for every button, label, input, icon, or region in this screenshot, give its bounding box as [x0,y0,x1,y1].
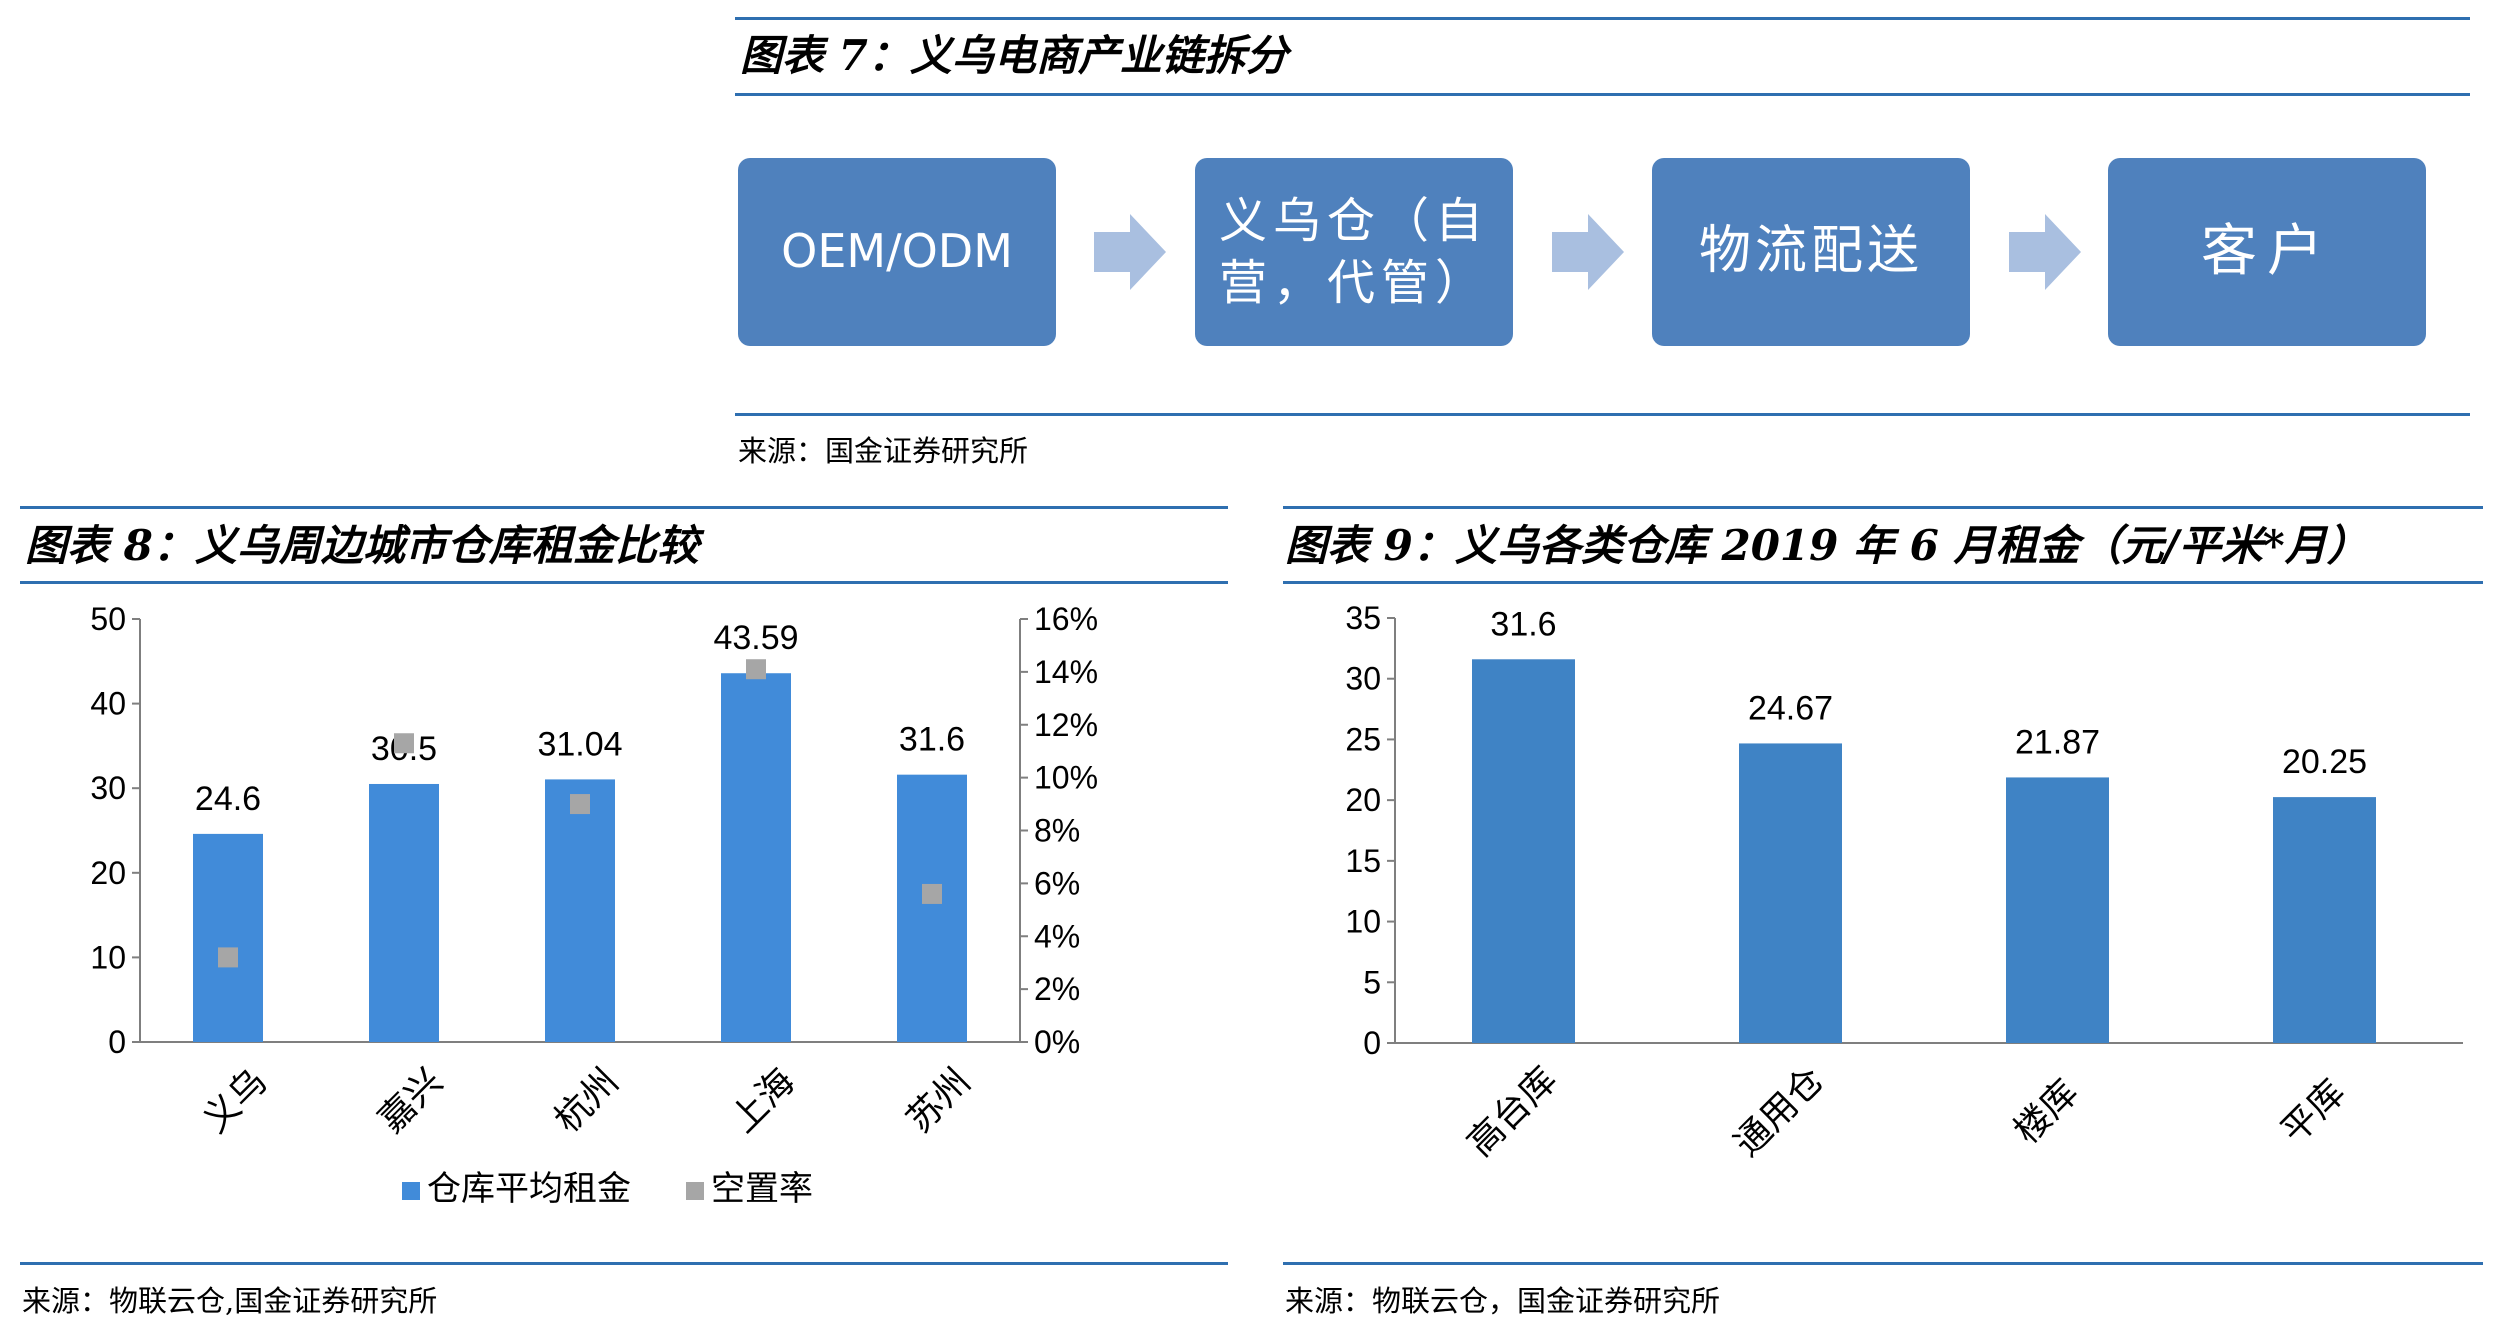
x-tick-label: 平库 [2273,1071,2353,1151]
y2-tick-label: 12% [1034,707,1098,743]
y-tick-label: 0 [108,1024,126,1060]
x-tick-label: 上海 [722,1060,802,1140]
legend-swatch-rent [402,1182,420,1200]
y2-tick-label: 8% [1034,813,1080,849]
y-tick-label: 50 [90,601,126,637]
x-tick-label: 义乌 [194,1060,274,1140]
legend-label: 仓库平均租金 [427,1170,631,1208]
flow-step-label: 义乌仓（自营，代管） [1219,192,1490,311]
y-tick-label: 30 [1345,661,1381,697]
vacancy-marker [218,947,238,968]
vacancy-marker [922,883,942,904]
flow-step-warehouse: 义乌仓（自营，代管） [1195,158,1513,346]
bar [897,774,967,1042]
y2-tick-label: 0% [1034,1024,1080,1060]
y-tick-label: 10 [90,939,126,975]
bar [369,783,439,1042]
fig8-source: 来源：物联云仓,国金证券研究所 [22,1284,438,1318]
y2-tick-label: 4% [1034,918,1080,954]
x-tick-label: 嘉兴 [370,1060,450,1140]
bar-value-label: 24.67 [1748,689,1833,727]
bar-value-label: 31.6 [899,721,965,759]
bar [2006,777,2109,1043]
vacancy-marker [394,733,414,754]
fig9-chart: 0 5 10 15 20 25 30 35 31.6 高台库 24.67 通用仓 21.87 楼库 20.2… [1345,600,2463,1164]
y2-tick-label: 14% [1034,654,1098,690]
bar [2273,797,2376,1043]
flow-step-label: 客户 [2201,218,2333,284]
flow-step-label: 物流配送 [1698,221,1923,282]
x-tick-label: 通用仓 [1726,1059,1831,1164]
bar-value-label: 43.59 [713,619,798,657]
bar-value-label: 31.6 [1490,605,1556,643]
x-tick-label: 杭州 [546,1060,626,1140]
vacancy-marker [746,659,766,680]
flow-step-label: OEM/ODM [781,224,1013,279]
y-tick-label: 0 [1363,1025,1381,1061]
y-tick-label: 40 [90,686,126,722]
bar [193,833,263,1042]
y-tick-label: 5 [1363,964,1381,1000]
legend-label: 空置率 [711,1170,813,1208]
bar-value-label: 24.6 [195,780,261,818]
bar [545,779,615,1042]
flow-step-oem: OEM/ODM [738,158,1056,346]
flow-arrow-icon [1552,214,1624,290]
fig8-chart: 0 10 20 30 40 50 0% 2% 4% 6% 8% 10% 12% 14% 16% 24.6 义乌 3… [90,601,1098,1208]
fig7-source: 来源：国金证券研究所 [738,434,1029,468]
y-tick-label: 20 [1345,782,1381,818]
flow-arrow-icon [2009,214,2081,290]
fig7-title: 图表 7：义乌电商产业链拆分 [740,31,1288,80]
y-tick-label: 25 [1345,721,1381,757]
flow-step-logistics: 物流配送 [1652,158,1970,346]
x-tick-label: 楼库 [2006,1071,2086,1151]
y2-tick-label: 2% [1034,971,1080,1007]
bar-value-label: 20.25 [2282,743,2367,781]
y-tick-label: 35 [1345,600,1381,636]
y-tick-label: 10 [1345,904,1381,940]
bar [1472,659,1575,1043]
y2-tick-label: 6% [1034,865,1080,901]
bar [1739,743,1842,1043]
legend-swatch-vacancy [686,1182,704,1200]
y-tick-label: 20 [90,855,126,891]
fig9-source: 来源：物联云仓，国金证券研究所 [1285,1284,1721,1318]
bar-value-label: 31.04 [537,725,622,763]
x-tick-label: 高台库 [1459,1059,1564,1164]
y2-tick-label: 16% [1034,601,1098,637]
fig9-title: 图表 9：义乌各类仓库 2019 年 6 月租金（元/平米*月） [1285,521,2369,570]
bar [721,673,791,1042]
flow-step-customer: 客户 [2108,158,2426,346]
y2-tick-label: 10% [1034,760,1098,796]
y-tick-label: 30 [90,770,126,806]
fig8-title: 图表 8：义乌周边城市仓库租金比较 [25,521,699,570]
vacancy-marker [570,794,590,815]
x-tick-label: 苏州 [898,1060,978,1140]
flow-arrow-icon [1094,214,1166,290]
y-tick-label: 15 [1345,843,1381,879]
bar-value-label: 21.87 [2015,723,2100,761]
